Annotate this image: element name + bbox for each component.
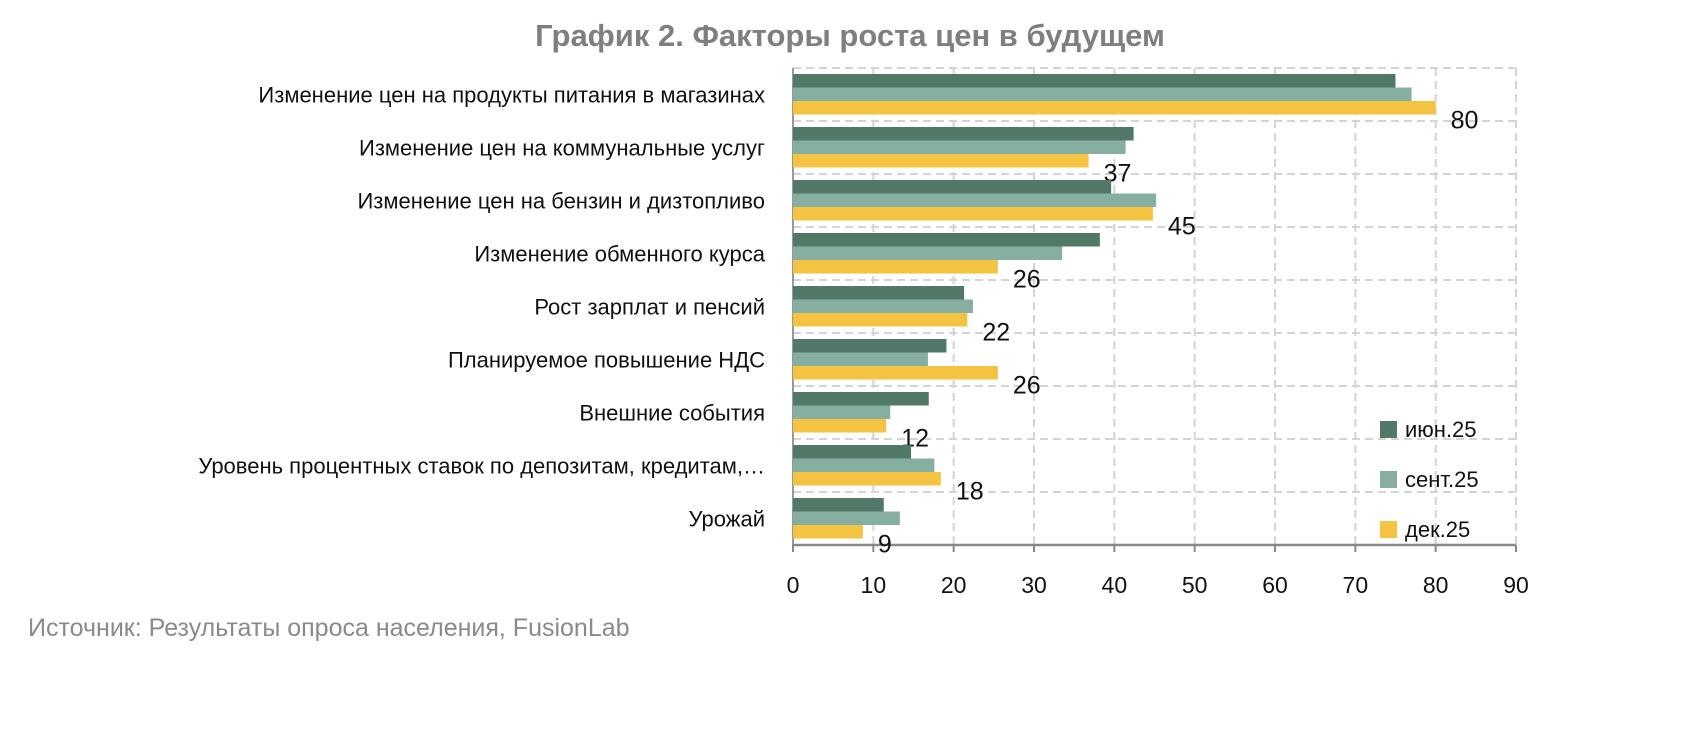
legend-label: дек.25 [1405,517,1470,542]
bar-sep [793,246,1063,260]
chart-title-text: График 2. Факторы роста цен в будущем [535,18,1165,53]
bar-dec [793,366,998,380]
bar-sep [793,87,1412,101]
chart-title: График 2. Факторы роста цен в будущем [0,18,1700,54]
category-label: Изменение цен на бензин и дизтопливо [357,189,765,214]
bar-dec [793,207,1153,221]
legend-swatch [1380,421,1397,438]
source-note: Источник: Результаты опроса населения, F… [28,614,630,642]
data-label: 26 [1013,372,1041,400]
x-tick-label: 90 [1503,572,1529,598]
legend-swatch [1380,471,1397,488]
bar-jun [793,392,929,406]
x-tick-label: 70 [1343,572,1369,598]
category-label: Рост зарплат и пенсий [534,295,765,320]
bar-jun [793,498,884,512]
category-label: Планируемое повышение НДС [448,348,765,373]
bar-sep [793,193,1157,207]
bar-jun [793,339,947,353]
bar-sep [793,140,1126,154]
category-label: Изменение цен на коммунальные услуг [359,136,765,161]
bar-dec [793,313,968,327]
x-tick-label: 60 [1262,572,1288,598]
x-tick-label: 30 [1021,572,1047,598]
category-label: Уровень процентных ставок по депозитам, … [198,454,765,479]
bar-dec [793,260,998,274]
data-label: 9 [878,531,892,559]
x-tick-label: 50 [1182,572,1208,598]
bar-jun [793,180,1112,194]
bar-jun [793,74,1396,88]
x-tick-label: 80 [1423,572,1449,598]
data-label: 80 [1451,107,1479,135]
category-label: Внешние события [579,401,765,426]
legend-label: июн.25 [1405,417,1477,442]
data-label: 45 [1168,213,1196,241]
bar-jun [793,233,1100,247]
category-label: Изменение цен на продукты питания в мага… [258,83,765,108]
data-label: 22 [982,319,1010,347]
bar-sep [793,511,900,525]
data-label: 18 [956,478,984,506]
bar-sep [793,458,935,472]
bar-jun [793,445,912,459]
bar-jun [793,286,965,300]
bar-dec [793,154,1089,168]
bar-sep [793,352,928,366]
x-tick-label: 40 [1102,572,1128,598]
category-label: Урожай [689,507,765,532]
legend-label: сент.25 [1405,467,1479,492]
x-tick-label: 20 [941,572,967,598]
bar-jun [793,127,1134,141]
x-tick-label: 0 [787,572,800,598]
category-label: Изменение обменного курса [474,242,765,267]
bar-dec [793,525,863,539]
bar-dec [793,419,887,433]
bar-sep [793,405,891,419]
x-tick-label: 10 [861,572,887,598]
bar-dec [793,101,1436,115]
bar-sep [793,299,973,313]
legend-swatch [1380,521,1397,538]
data-label: 26 [1013,266,1041,294]
bar-dec [793,472,941,486]
